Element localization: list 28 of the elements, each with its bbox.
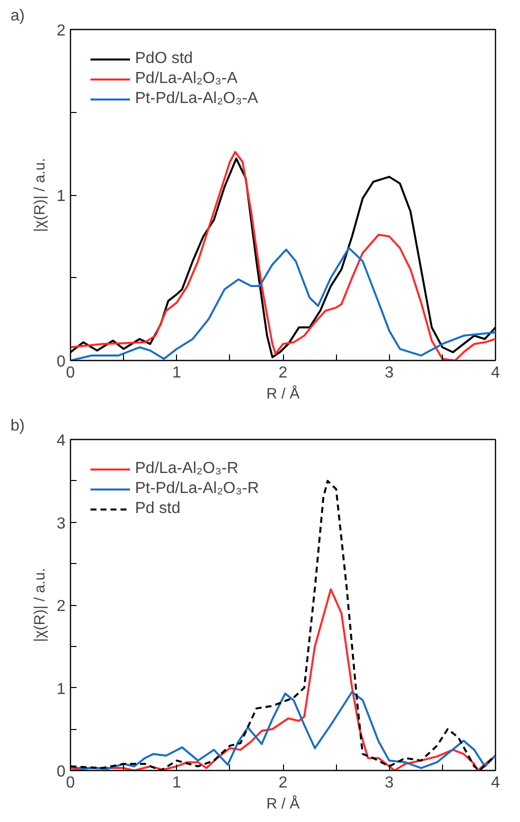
y-tick-label: 3 <box>56 515 66 532</box>
y-tick-label: 0 <box>56 354 66 370</box>
x-tick-label: 2 <box>278 774 288 792</box>
legend-label: Pt-Pd/La-Al₂O₃-A <box>135 90 258 108</box>
legend-label: Pd std <box>135 500 180 518</box>
chart-title: b) <box>10 418 25 434</box>
legend-label: Pd/La-Al₂O₃-R <box>135 460 238 478</box>
x-tick-label: 3 <box>384 774 394 792</box>
x-tick-label: 1 <box>172 364 182 382</box>
legend-label: PdO std <box>135 50 193 68</box>
y-tick-label: 2 <box>56 598 66 615</box>
y-axis-title: |χ(R)| / a.u. <box>32 568 49 642</box>
x-tick-label: 2 <box>278 364 288 382</box>
y-tick-label: 4 <box>56 432 66 450</box>
y-tick-label: 1 <box>56 680 66 698</box>
chart-title: a) <box>10 8 25 24</box>
x-axis-title: R / Å <box>266 794 300 812</box>
x-tick-label: 4 <box>491 364 500 382</box>
y-axis-title: |χ(R)| / a.u. <box>32 158 49 232</box>
legend-label: Pd/La-Al₂O₃-A <box>135 70 238 88</box>
legend-label: Pt-Pd/La-Al₂O₃-R <box>135 480 259 498</box>
y-tick-label: 2 <box>56 22 66 40</box>
x-axis-title: R / Å <box>266 384 300 402</box>
x-tick-label: 4 <box>491 774 500 792</box>
x-tick-label: 3 <box>384 364 394 382</box>
y-tick-label: 0 <box>56 764 66 780</box>
x-tick-label: 1 <box>172 774 182 792</box>
y-tick-label: 1 <box>56 188 66 205</box>
